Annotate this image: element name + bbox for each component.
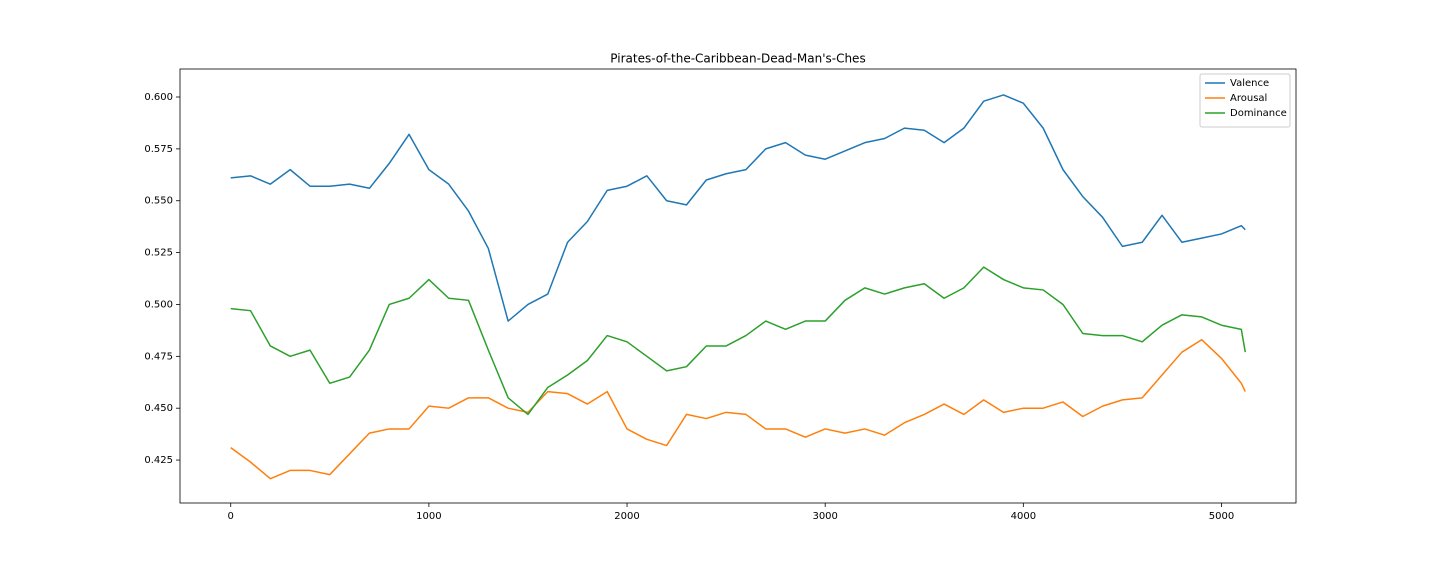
series-line bbox=[230, 266, 1247, 416]
y-tick-label: 0.475 bbox=[144, 351, 173, 362]
x-tick-label: 3000 bbox=[812, 511, 837, 522]
x-tick-label: 4000 bbox=[1011, 511, 1036, 522]
chart-title: Pirates-of-the-Caribbean-Dead-Man's-Ches bbox=[610, 52, 865, 66]
series-line bbox=[230, 94, 1246, 322]
legend-label: Arousal bbox=[1230, 93, 1267, 104]
x-tick-label: 5000 bbox=[1209, 511, 1234, 522]
series-line bbox=[230, 338, 1246, 480]
legend-label: Valence bbox=[1230, 78, 1269, 89]
y-tick-label: 0.500 bbox=[144, 299, 173, 310]
x-tick-label: 2000 bbox=[614, 511, 639, 522]
y-tick-label: 0.525 bbox=[144, 248, 173, 259]
x-tick-label: 0 bbox=[228, 511, 234, 522]
y-tick-label: 0.450 bbox=[144, 403, 173, 414]
y-tick-label: 0.600 bbox=[144, 92, 173, 103]
y-tick-label: 0.575 bbox=[144, 144, 173, 155]
x-tick-label: 1000 bbox=[416, 511, 441, 522]
axes-frame bbox=[179, 68, 1297, 504]
y-tick-label: 0.550 bbox=[144, 196, 173, 207]
legend-label: Dominance bbox=[1230, 108, 1287, 119]
y-tick-label: 0.425 bbox=[144, 455, 173, 466]
